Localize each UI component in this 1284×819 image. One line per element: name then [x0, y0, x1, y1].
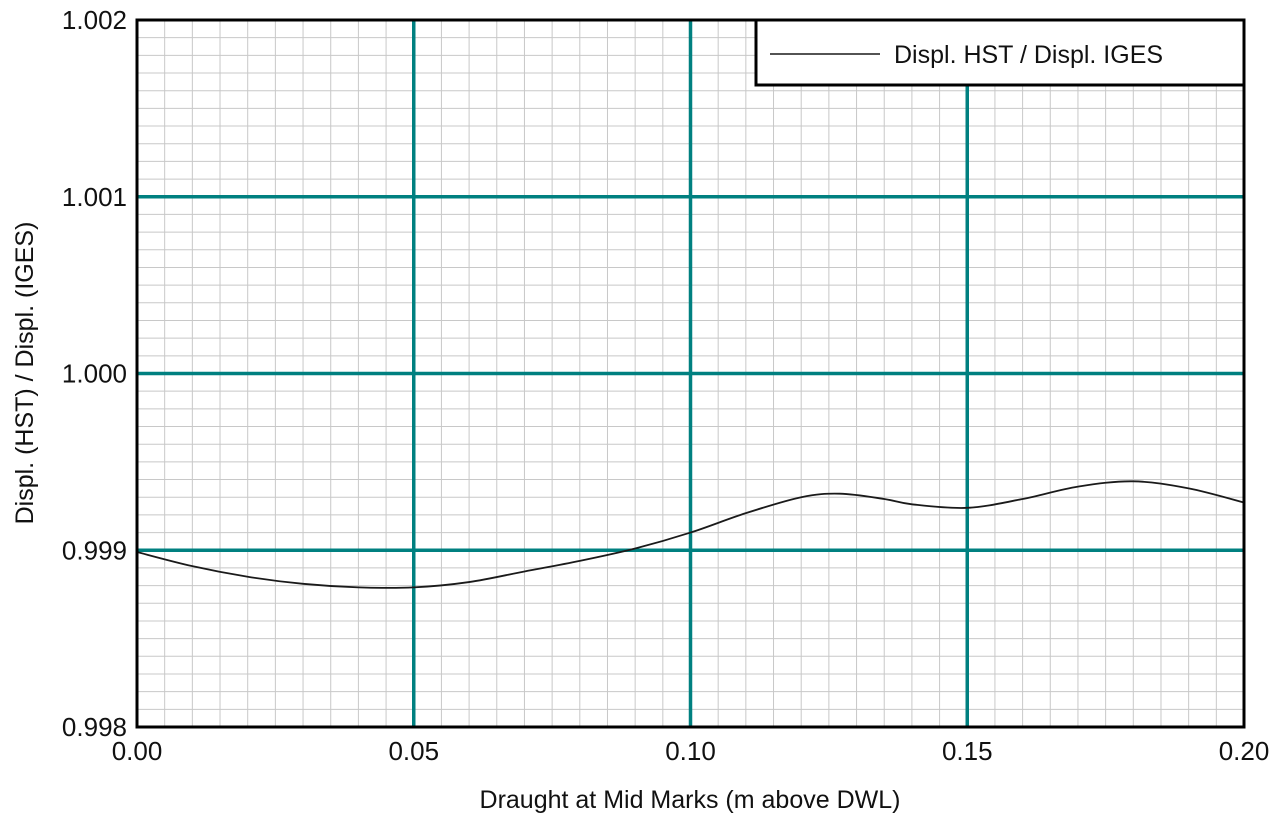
y-tick-labels: 0.998 0.999 1.000 1.001 1.002 [62, 5, 127, 742]
y-axis-label: Displ. (HST) / Displ. (IGES) [11, 222, 39, 525]
y-tick-label: 1.002 [62, 5, 127, 35]
x-tick-label: 0.00 [112, 736, 163, 766]
x-tick-label: 0.10 [665, 736, 716, 766]
x-tick-label: 0.20 [1219, 736, 1270, 766]
x-tick-labels: 0.00 0.05 0.10 0.15 0.20 [112, 736, 1270, 766]
y-tick-label: 1.000 [62, 359, 127, 389]
series-line [136, 480, 1245, 589]
y-tick-label: 0.999 [62, 535, 127, 565]
plot-frame [135, 18, 1246, 729]
legend-box [754, 18, 1246, 87]
x-tick-label: 0.05 [388, 736, 439, 766]
legend: Displ. HST / Displ. IGES [754, 18, 1246, 87]
series-layer [136, 480, 1245, 589]
legend-label: Displ. HST / Displ. IGES [894, 41, 1163, 69]
y-tick-label: 1.001 [62, 182, 127, 212]
major-grid [137, 20, 1244, 727]
y-tick-label: 0.998 [62, 712, 127, 742]
x-tick-label: 0.15 [942, 736, 993, 766]
x-axis-label: Draught at Mid Marks (m above DWL) [480, 786, 901, 814]
